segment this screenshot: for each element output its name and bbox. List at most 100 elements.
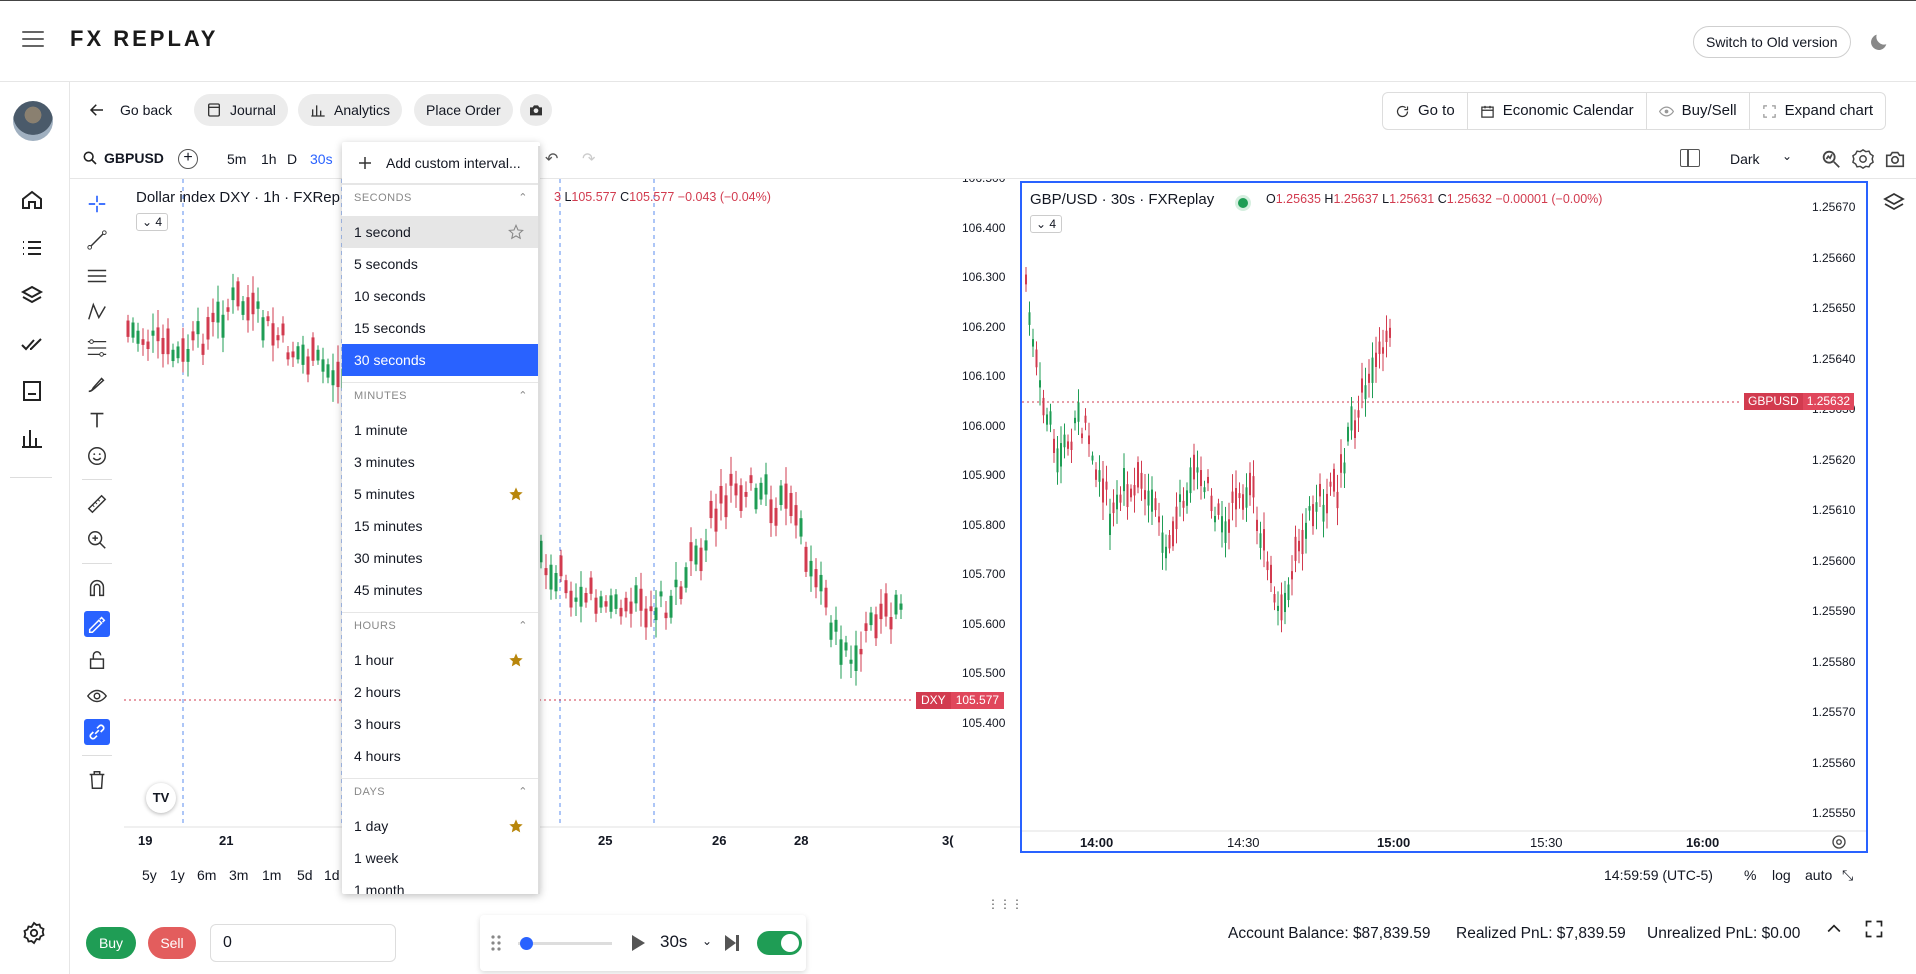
replay-interval[interactable]: 30s <box>660 932 688 951</box>
interval-item-3-hours[interactable]: 3 hours <box>342 708 538 740</box>
left-chart-canvas[interactable] <box>124 179 1020 855</box>
tradingview-logo[interactable]: TV <box>146 783 176 813</box>
step-forward-icon[interactable] <box>724 934 740 952</box>
star-icon[interactable] <box>508 486 524 502</box>
log-toggle[interactable]: log <box>1772 867 1791 883</box>
buy-sell-button[interactable]: Buy/Sell <box>1647 93 1750 129</box>
zoom-in-icon[interactable] <box>84 527 110 553</box>
chevron-down-icon[interactable]: ⌄ <box>1782 149 1793 163</box>
interval-item-1-second[interactable]: 1 second <box>342 216 538 248</box>
interval-item-1-hour[interactable]: 1 hour <box>342 644 538 676</box>
layout-icon[interactable] <box>1680 149 1700 167</box>
interval-item-30-seconds[interactable]: 30 seconds <box>342 344 538 376</box>
interval-item-45-minutes[interactable]: 45 minutes <box>342 574 538 606</box>
section-header-minutes[interactable]: MINUTES ⌃ <box>342 382 540 408</box>
indicator-count-badge[interactable]: ⌄ 4 <box>136 213 169 231</box>
play-icon[interactable] <box>630 934 646 952</box>
slider-knob[interactable] <box>520 937 533 950</box>
replay-speed-slider[interactable] <box>518 942 612 945</box>
timeframe-1h[interactable]: 1h <box>261 151 277 167</box>
object-tree-icon[interactable] <box>1882 191 1906 215</box>
redo-icon[interactable]: ↷ <box>582 151 596 168</box>
interval-item-3-minutes[interactable]: 3 minutes <box>342 446 538 478</box>
camera-icon[interactable] <box>1884 148 1906 170</box>
trash-icon[interactable] <box>84 767 110 793</box>
range-6m[interactable]: 6m <box>197 867 217 883</box>
interval-item-4-hours[interactable]: 4 hours <box>342 740 538 772</box>
lock-icon[interactable] <box>84 647 110 673</box>
avatar[interactable] <box>13 101 53 141</box>
brush-icon[interactable] <box>84 371 110 397</box>
theme-select[interactable]: Dark <box>1730 151 1760 167</box>
interval-item-1-day[interactable]: 1 day <box>342 810 538 842</box>
economic-calendar-button[interactable]: Economic Calendar <box>1468 93 1647 129</box>
emoji-icon[interactable] <box>84 443 110 469</box>
indicator-count-badge[interactable]: ⌄ 4 <box>1030 215 1063 233</box>
interval-item-15-seconds[interactable]: 15 seconds <box>342 312 538 344</box>
camera-button[interactable] <box>520 94 552 126</box>
hide-drawings-icon[interactable] <box>84 683 110 709</box>
magnet-icon[interactable] <box>84 575 110 601</box>
chevron-up-icon[interactable]: ⌃ <box>518 390 528 402</box>
settings-icon[interactable] <box>1852 148 1874 170</box>
horizontal-lines-icon[interactable] <box>84 263 110 289</box>
section-header-seconds[interactable]: SECONDS ⌃ <box>342 184 540 210</box>
interval-item-1-week[interactable]: 1 week <box>342 842 538 874</box>
interval-item-5-minutes[interactable]: 5 minutes <box>342 478 538 510</box>
interval-item-5-seconds[interactable]: 5 seconds <box>342 248 538 280</box>
fib-retracement-icon[interactable] <box>84 335 110 361</box>
percent-toggle[interactable]: % <box>1744 867 1757 883</box>
chart-settings-icon[interactable] <box>1830 833 1848 851</box>
range-1y[interactable]: 1y <box>170 867 185 883</box>
bar-chart-icon[interactable] <box>20 426 48 454</box>
range-5y[interactable]: 5y <box>142 867 157 883</box>
section-header-days[interactable]: DAYS ⌃ <box>342 778 540 804</box>
star-icon[interactable] <box>508 652 524 668</box>
buy-button[interactable]: Buy <box>86 927 136 959</box>
right-chart-pane[interactable]: GBP/USD · 30s · FXReplay O1.25635 H1.256… <box>1020 181 1868 853</box>
star-icon[interactable] <box>508 224 524 240</box>
interval-item-2-hours[interactable]: 2 hours <box>342 676 538 708</box>
left-chart-pane[interactable]: Dollar index DXY · 1h · FXRep ⌄ 4 3 L105… <box>124 179 1020 855</box>
reset-scale-icon[interactable]: ⤡ <box>1842 867 1854 883</box>
go-back-button[interactable]: Go back <box>88 94 172 126</box>
fullscreen-icon[interactable] <box>1864 919 1884 939</box>
interval-item-1-minute[interactable]: 1 minute <box>342 414 538 446</box>
chevron-up-icon[interactable]: ⌃ <box>518 192 528 204</box>
interval-item-10-seconds[interactable]: 10 seconds <box>342 280 538 312</box>
chevron-up-icon[interactable]: ⌃ <box>518 786 528 798</box>
timeframe-d[interactable]: D <box>287 151 298 167</box>
undo-icon[interactable]: ↶ <box>545 151 559 168</box>
pane-resize-grip-icon[interactable]: ⋮⋮⋮ <box>987 897 1023 911</box>
expand-chart-button[interactable]: Expand chart <box>1750 93 1885 129</box>
dropdown-scrollbar[interactable] <box>538 146 540 894</box>
chevron-down-icon[interactable]: ⌄ <box>702 934 713 948</box>
section-header-hours[interactable]: HOURS ⌃ <box>342 612 540 638</box>
timeframe-5m[interactable]: 5m <box>227 151 247 167</box>
link-icon[interactable] <box>84 719 110 745</box>
list-icon[interactable] <box>20 236 48 264</box>
place-order-button[interactable]: Place Order <box>414 94 513 126</box>
home-icon[interactable] <box>20 188 48 216</box>
go-to-button[interactable]: Go to <box>1383 93 1468 129</box>
add-custom-interval-button[interactable]: Add custom interval... <box>342 142 540 184</box>
auto-toggle[interactable]: auto <box>1805 867 1833 883</box>
menu-icon[interactable] <box>22 31 44 49</box>
range-3m[interactable]: 3m <box>229 867 249 883</box>
interval-item-15-minutes[interactable]: 15 minutes <box>342 510 538 542</box>
crosshair-tool-icon[interactable] <box>84 191 110 217</box>
pattern-icon[interactable] <box>84 299 110 325</box>
timeframe-30s[interactable]: 30s <box>310 151 333 167</box>
timezone-label[interactable]: 14:59:59 (UTC-5) <box>1604 867 1713 883</box>
add-symbol-button[interactable]: + <box>178 149 198 169</box>
drag-handle-icon[interactable] <box>490 933 502 953</box>
stay-in-drawing-mode-icon[interactable] <box>84 611 110 637</box>
interval-item-1-month[interactable]: 1 month <box>342 874 538 894</box>
zoom-indicator-icon[interactable] <box>1820 148 1842 170</box>
layers-icon[interactable] <box>20 284 48 312</box>
chevron-up-icon[interactable]: ⌃ <box>518 620 528 632</box>
ruler-icon[interactable] <box>84 491 110 517</box>
moon-icon[interactable] <box>1868 31 1890 53</box>
analytics-button[interactable]: Analytics <box>298 94 403 126</box>
switch-old-version-button[interactable]: Switch to Old version <box>1693 26 1851 58</box>
